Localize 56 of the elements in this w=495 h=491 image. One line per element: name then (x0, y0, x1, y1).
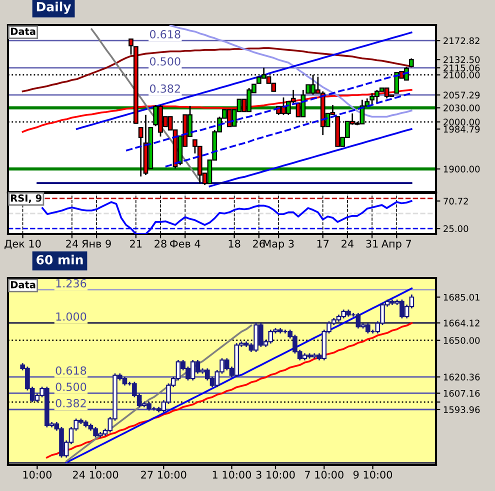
y-tick-label: 1900.00 (444, 166, 480, 173)
annotation: 0.500 (150, 57, 180, 66)
annotation: 1.000 (56, 312, 86, 321)
line-series (164, 92, 412, 168)
annotation: 1.236 (56, 279, 86, 288)
x-tick-label: 7 10:00 (305, 470, 344, 479)
line-series (76, 32, 412, 130)
x-tick-label: Дек 10 (4, 240, 41, 250)
y-tick-label: 70.72 (444, 198, 468, 205)
x-tick-label: 9 10:00 (353, 470, 392, 479)
annotation: 0.500 (56, 382, 86, 392)
annotation: 0.382 (56, 398, 86, 408)
x-tick-label: 31 (366, 240, 378, 248)
chart-title: RSI, 9 (11, 194, 42, 203)
x-tick-label: 18 (228, 240, 240, 248)
y-tick-label: 1593.96 (444, 406, 480, 414)
y-tick-label: 2057.29 (444, 92, 480, 99)
x-tick-label: 27 10:00 (141, 470, 186, 479)
x-tick-label: 17 (317, 240, 329, 248)
y-tick-label: 1664.12 (444, 320, 480, 326)
y-tick-label: 25.00 (444, 225, 468, 232)
x-tick-label: Янв 9 (82, 240, 111, 248)
y-tick-label: 1685.01 (444, 294, 480, 301)
line-series (46, 322, 413, 458)
y-tick-label: 2100.00 (444, 72, 480, 78)
y-tick-label: 2115.06 (444, 64, 480, 72)
x-tick-label: 21 (130, 240, 142, 248)
chart-title: 60 min (36, 254, 83, 264)
x-tick-label: 1 10:00 (212, 470, 252, 479)
x-tick-label: 10:00 (23, 470, 52, 479)
annotation: 0.618 (150, 30, 180, 38)
x-tick-label: Фев 4 (170, 240, 200, 248)
annotation: Data (11, 28, 36, 36)
y-tick-label: 2172.82 (444, 37, 480, 44)
annotation: Data (11, 281, 36, 288)
y-tick-label: 2132.50 (444, 56, 480, 64)
y-tick-label: 1650.00 (444, 337, 480, 344)
chart-title: Daily (36, 2, 72, 14)
y-tick-label: 1984.79 (444, 126, 480, 133)
x-tick-label: 24 10:00 (73, 470, 118, 479)
x-tick-label: 24 (66, 240, 78, 248)
y-tick-label: 2030.00 (444, 104, 480, 112)
line-series (90, 28, 201, 182)
y-tick-label: 2000.00 (444, 118, 480, 126)
annotation: 0.382 (150, 84, 180, 93)
x-tick-label: Мар 3 (264, 240, 294, 250)
y-tick-label: 1620.36 (444, 374, 480, 380)
annotation: 0.618 (56, 366, 86, 375)
x-tick-label: 3 10:00 (256, 470, 295, 479)
x-tick-label: 28 (154, 240, 166, 248)
line-series (42, 200, 412, 234)
y-tick-label: 1607.16 (444, 390, 480, 397)
line-series (208, 128, 412, 188)
x-tick-label: 24 (342, 240, 354, 248)
x-tick-label: Апр 7 (381, 240, 411, 250)
line-series (22, 47, 412, 92)
